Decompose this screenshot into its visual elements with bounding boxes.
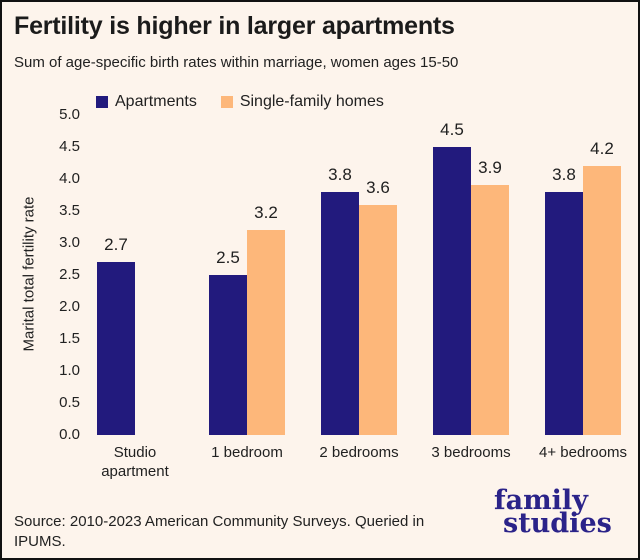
x-axis-category-label: 1 bedroom [211,444,283,461]
bar-single-family-homes [247,230,285,435]
source-note: Source: 2010-2023 American Community Sur… [14,512,424,552]
bar-value-label: 3.9 [478,158,502,178]
legend-label-single-family-homes: Single-family homes [239,93,384,110]
y-tick-label: 1.0 [59,362,80,379]
bar-value-label: 3.8 [328,164,352,184]
source-note-line1: Source: 2010-2023 American Community Sur… [14,513,425,530]
y-tick-label: 3.5 [59,202,80,219]
chart-title: Fertility is higher in larger apartments [14,12,455,40]
y-tick-label: 4.5 [59,138,80,155]
x-axis-category-label: Studio apartment [101,444,169,480]
bar-value-label: 2.5 [216,248,240,267]
bar-apartments [433,147,471,435]
y-tick-label: 0.0 [59,426,80,443]
legend-label-apartments: Apartments [115,93,197,110]
logo-word-studies: studies [503,508,612,539]
single-family-homes-color-swatch [220,96,233,108]
chart-subtitle: Sum of age-specific birth rates within m… [14,54,459,71]
y-tick-label: 2.0 [59,298,80,315]
legend-item-apartments: Apartments [96,93,197,111]
bar-value-label: 3.6 [366,177,390,197]
y-tick-label: 3.0 [59,234,80,251]
bar-value-label: 4.2 [590,139,614,159]
bar-apartments [321,191,359,435]
bar-single-family-homes [359,204,397,435]
bar-value-label: 4.5 [440,120,464,139]
apartments-color-swatch [96,96,108,108]
y-tick-label: 4.0 [59,170,80,187]
bar-apartments [97,262,135,435]
bar-single-family-homes [471,185,509,435]
x-axis-category-label: 3 bedrooms [431,444,511,461]
family-studies-logo: family studies [494,487,612,539]
y-tick-label: 5.0 [59,106,80,123]
bar-apartments [545,191,583,435]
legend-item-single-family-homes: Single-family homes [220,93,384,111]
source-note-line2: IPUMS. [14,533,66,550]
y-tick-label: 1.5 [59,330,80,347]
bar-value-label: 2.7 [104,235,128,255]
y-tick-label: 0.5 [59,394,80,411]
chart-legend: Apartments Single-family homes [96,93,384,111]
x-axis-category-label: 2 bedrooms [319,444,399,461]
x-axis-category-label: 4+ bedrooms [539,444,627,461]
bar-value-label: 3.8 [552,164,576,184]
y-tick-label: 2.5 [59,266,80,283]
bar-apartments [209,275,247,435]
bar-value-label: 3.2 [254,203,278,223]
logo-word-family: family [494,485,588,516]
bar-single-family-homes [583,166,621,435]
